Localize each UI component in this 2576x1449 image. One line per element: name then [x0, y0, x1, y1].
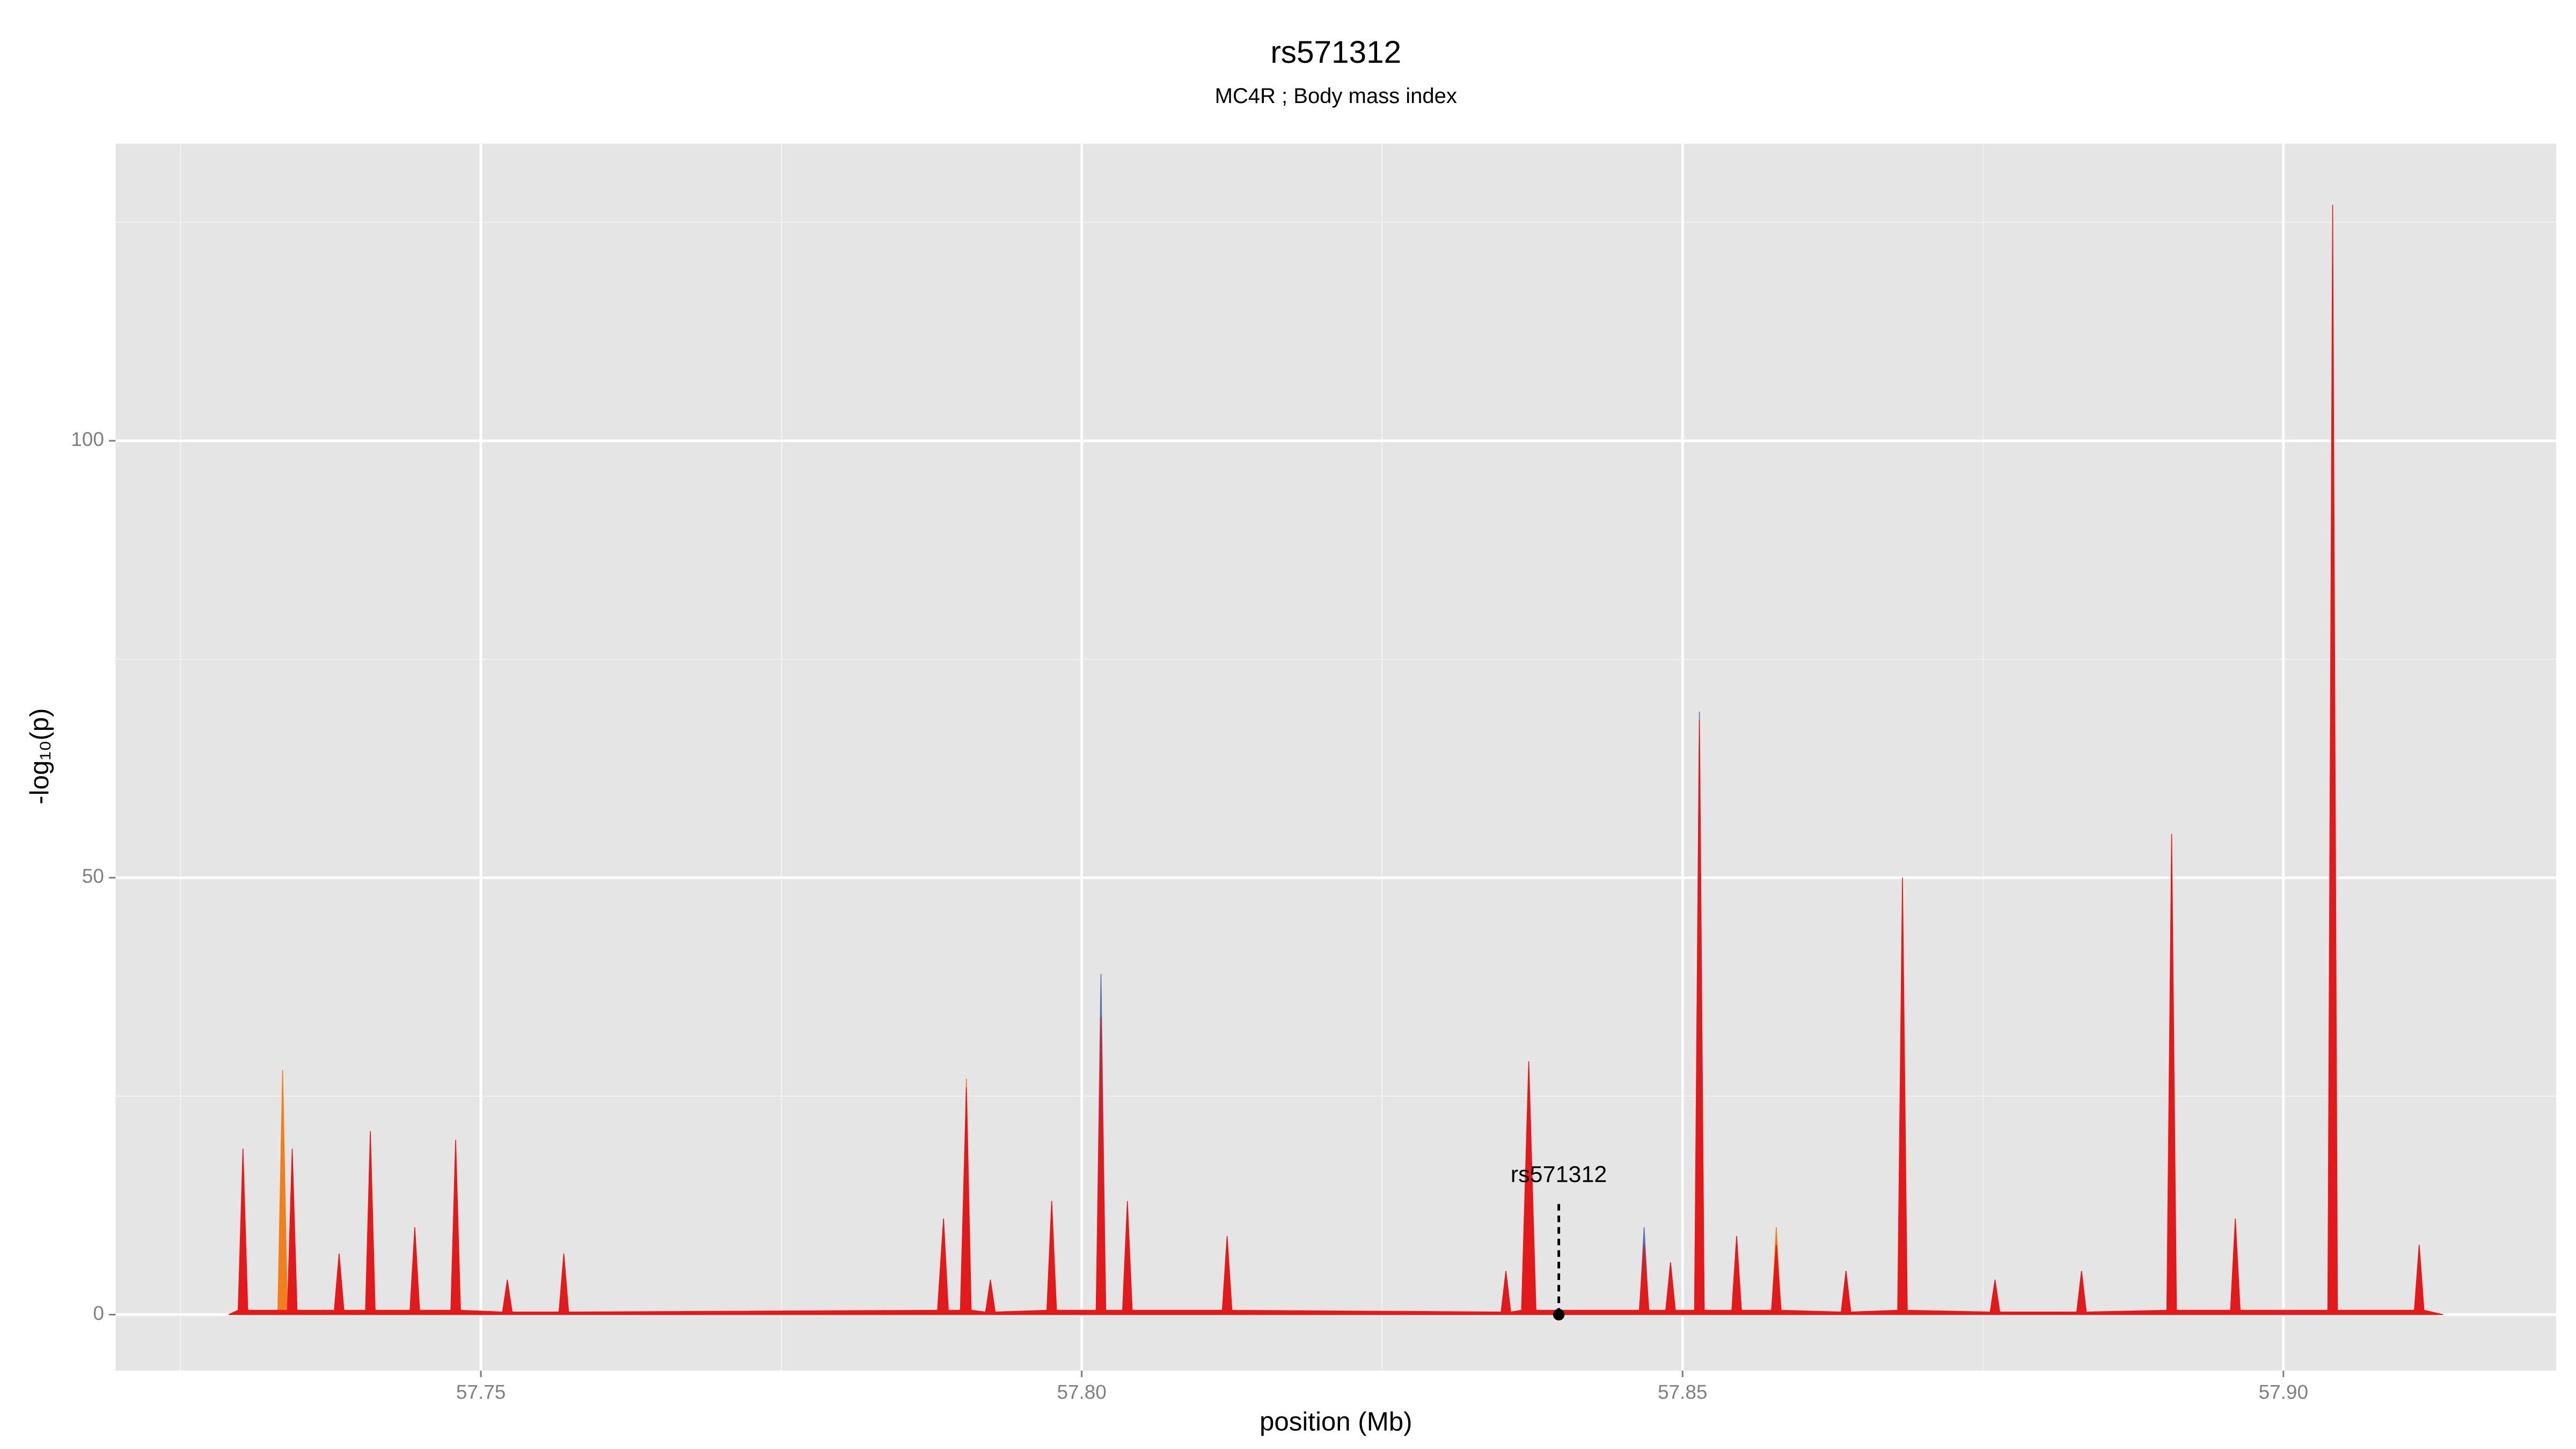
plot-panel [115, 143, 2557, 1371]
area [228, 204, 2443, 1315]
x-axis-label: position (Mb) [1260, 1407, 1412, 1436]
annotation-point [1553, 1308, 1565, 1321]
x-tick-label: 57.90 [2259, 1381, 2308, 1403]
chart-subtitle: MC4R ; Body mass index [1215, 84, 1457, 108]
x-tick-label: 57.85 [1658, 1381, 1707, 1403]
y-tick-label: 50 [82, 865, 104, 887]
y-tick-label: 0 [93, 1302, 104, 1324]
x-tick-label: 57.75 [456, 1381, 506, 1403]
y-axis-label: -log₁₀(p) [25, 708, 54, 804]
annotation-label: rs571312 [1511, 1162, 1607, 1188]
x-tick-label: 57.80 [1057, 1381, 1106, 1403]
chart-title: rs571312 [1270, 35, 1401, 70]
y-tick-label: 100 [71, 428, 104, 450]
